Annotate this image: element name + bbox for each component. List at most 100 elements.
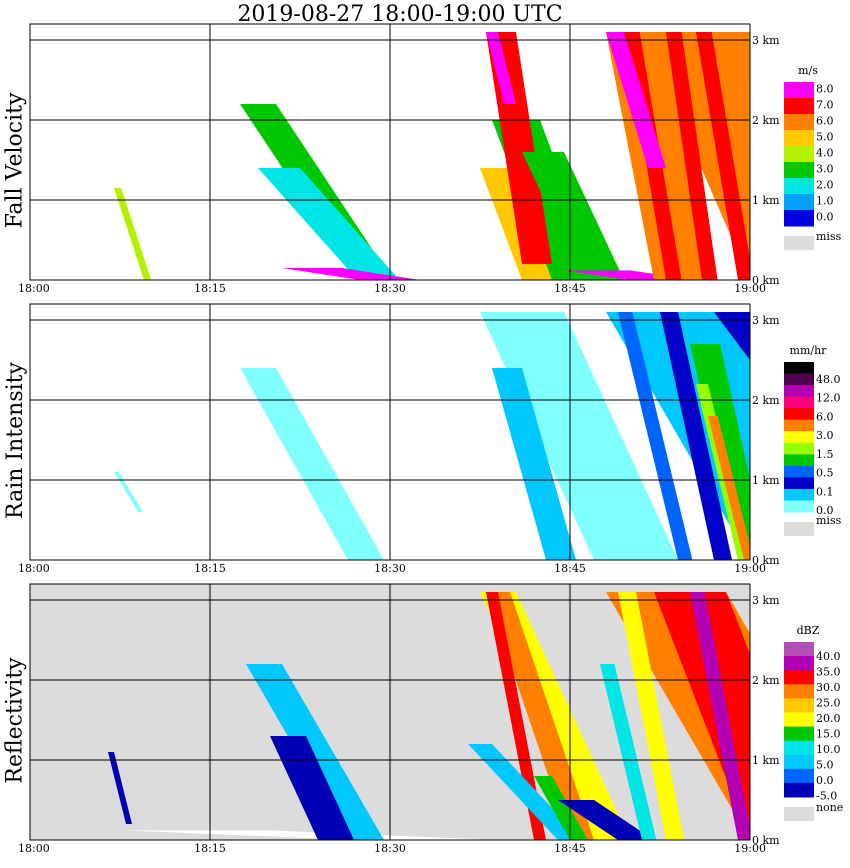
legend-label: 3.0 <box>816 429 834 442</box>
echo-band <box>660 312 732 560</box>
plot-frame <box>29 23 751 281</box>
x-tick-label: 18:45 <box>554 282 586 295</box>
y-tick-label: 2 km <box>752 394 780 407</box>
plot-frame <box>29 583 751 841</box>
legend-label: 7.0 <box>816 98 834 111</box>
legend-swatch <box>784 373 814 386</box>
echo-band <box>486 592 546 840</box>
legend-missing-label: none <box>816 801 843 814</box>
echo-band <box>468 744 582 840</box>
legend-unit: dBZ <box>797 624 820 637</box>
legend-label: 15.0 <box>816 727 841 740</box>
legend-swatch <box>784 210 814 227</box>
legend-label: 5.0 <box>816 130 834 143</box>
x-tick-label: 18:45 <box>554 842 586 855</box>
legend-label: -5.0 <box>816 789 837 802</box>
legend-swatch <box>784 178 814 195</box>
echo-band <box>126 830 498 840</box>
legend-label: 0.1 <box>816 485 834 498</box>
legend-swatch <box>784 477 814 490</box>
x-tick-label: 18:30 <box>374 842 406 855</box>
echo-layer <box>114 312 750 560</box>
x-tick-label: 19:00 <box>734 842 766 855</box>
legend-missing-label: miss <box>816 514 842 527</box>
echo-band <box>246 664 384 840</box>
legend-label: 48.0 <box>816 373 841 386</box>
legend-label: 1.5 <box>816 448 834 461</box>
legend-swatch <box>784 684 814 699</box>
legend-swatch <box>784 670 814 685</box>
legend-label: 35.0 <box>816 665 841 678</box>
legend-swatch <box>784 194 814 211</box>
panel-2: 18:00 18:15 18:30 18:45 19:000 km 1 km 2 km 3 k… <box>18 583 843 855</box>
x-tick-label: 18:15 <box>194 842 226 855</box>
echo-band <box>114 188 152 280</box>
legend-swatch <box>784 82 814 99</box>
legend-label: 40.0 <box>816 650 841 663</box>
echo-band <box>618 592 684 840</box>
echo-band <box>534 776 588 840</box>
legend-label: 20.0 <box>816 712 841 725</box>
echo-band <box>600 664 657 840</box>
legend-swatch <box>784 162 814 179</box>
legend-swatch <box>784 768 814 784</box>
legend-swatch <box>784 396 814 409</box>
echo-band <box>690 592 750 840</box>
legend-label: 8.0 <box>816 82 834 95</box>
x-tick-label: 19:00 <box>734 562 766 575</box>
legend-label: 3.0 <box>816 162 834 175</box>
y-tick-label: 1 km <box>752 754 780 767</box>
y-tick-label: 3 km <box>752 594 780 607</box>
chart-title: 2019-08-27 18:00-19:00 UTC <box>237 2 563 27</box>
y-tick-label: 2 km <box>752 674 780 687</box>
legend-label: 25.0 <box>816 696 841 709</box>
legend-swatch <box>784 146 814 163</box>
echo-band <box>666 32 718 280</box>
legend-missing-label: miss <box>816 230 842 243</box>
legend-label: 4.0 <box>816 146 834 159</box>
legend-swatch <box>784 782 814 798</box>
y-tick-label: 2 km <box>752 114 780 127</box>
legend-unit: mm/hr <box>790 344 828 357</box>
legend-swatch <box>784 642 814 657</box>
echo-band <box>708 416 750 560</box>
legend-missing-swatch <box>784 522 814 536</box>
y-tick-label: 1 km <box>752 194 780 207</box>
echo-band <box>108 752 132 824</box>
x-tick-label: 18:30 <box>374 282 406 295</box>
legend-missing-swatch <box>784 236 814 250</box>
echo-band <box>258 168 396 276</box>
legend-swatch <box>784 442 814 455</box>
legend-label: 5.0 <box>816 758 834 771</box>
x-tick-label: 18:15 <box>194 282 226 295</box>
legend-swatch <box>784 726 814 742</box>
y-tick-label: 3 km <box>752 34 780 47</box>
echo-band <box>480 312 678 560</box>
legend-swatch <box>784 98 814 115</box>
panel-1: 18:00 18:15 18:30 18:45 19:000 km 1 km 2 km 3 k… <box>18 303 842 575</box>
echo-band <box>492 368 576 560</box>
y-tick-label: 0 km <box>752 274 780 287</box>
legend-missing-swatch <box>784 807 814 821</box>
x-tick-label: 18:00 <box>18 562 50 575</box>
echo-band <box>522 152 624 280</box>
legend-swatch <box>784 698 814 713</box>
legend-label: 0.5 <box>816 467 834 480</box>
echo-band <box>486 592 594 840</box>
legend-swatch <box>784 712 814 728</box>
legend-swatch <box>784 385 814 398</box>
echo-band <box>282 268 420 280</box>
legend-swatch <box>784 465 814 478</box>
legend-label: 10.0 <box>816 743 841 756</box>
plot-frame <box>29 303 751 561</box>
x-tick-label: 18:00 <box>18 842 50 855</box>
x-tick-label: 19:00 <box>734 282 766 295</box>
legend-label: 2.0 <box>816 178 834 191</box>
legend-swatch <box>784 419 814 432</box>
echo-band <box>618 312 693 560</box>
legend-label: 30.0 <box>816 681 841 694</box>
echo-band <box>606 32 666 168</box>
legend-label: 6.0 <box>816 114 834 127</box>
echo-band <box>714 312 750 360</box>
legend-swatch <box>784 656 814 671</box>
